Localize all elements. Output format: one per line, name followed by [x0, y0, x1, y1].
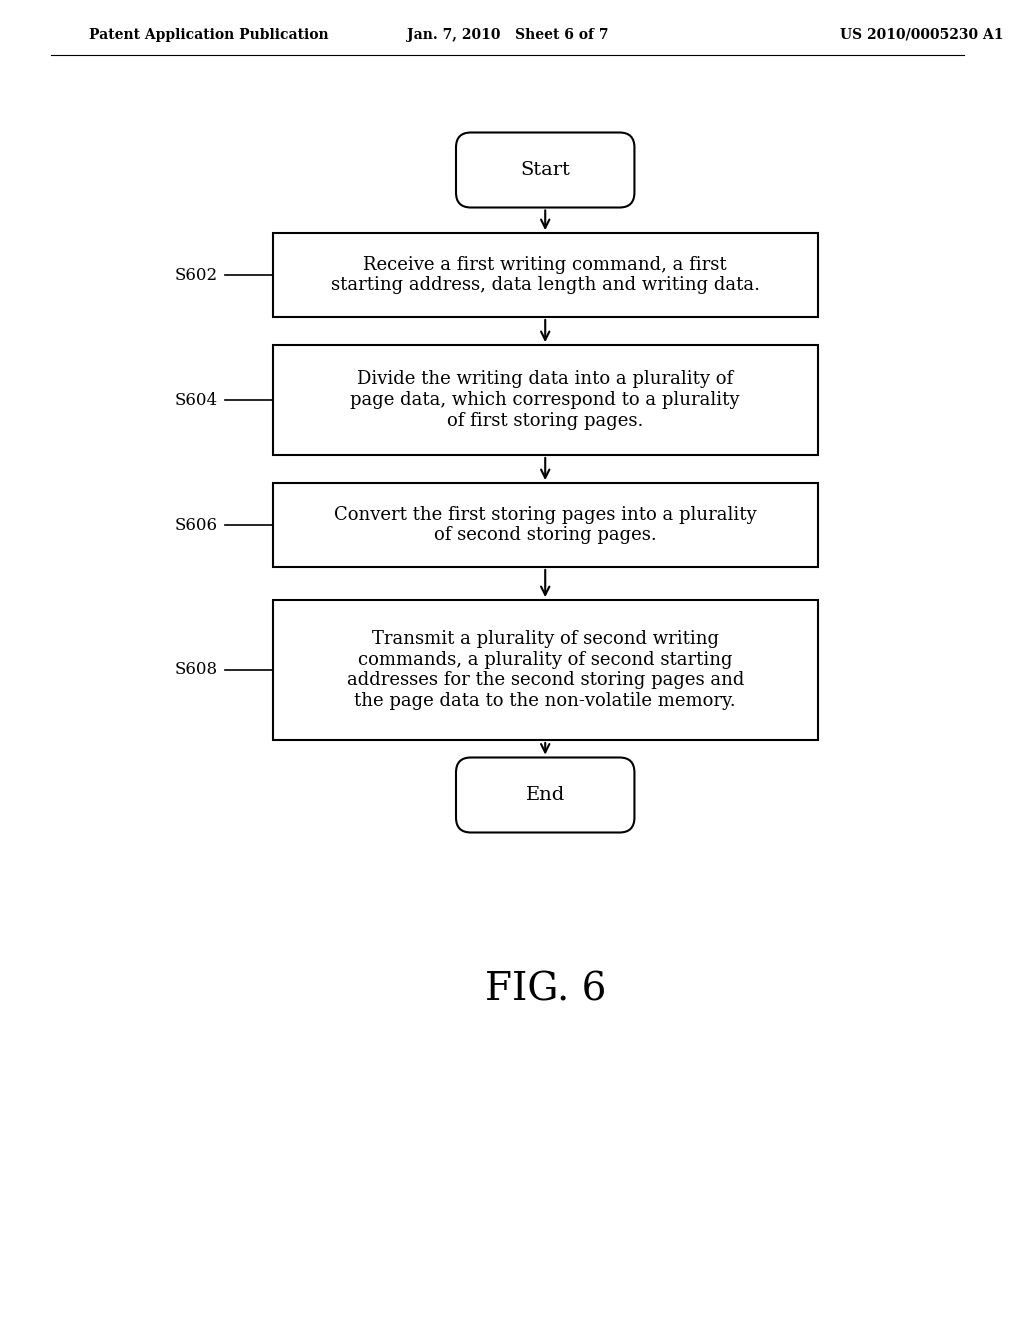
- Text: S608: S608: [175, 661, 218, 678]
- Text: Jan. 7, 2010   Sheet 6 of 7: Jan. 7, 2010 Sheet 6 of 7: [407, 28, 608, 42]
- Text: Receive a first writing command, a first
starting address, data length and writi: Receive a first writing command, a first…: [331, 256, 760, 294]
- FancyBboxPatch shape: [272, 234, 818, 317]
- FancyBboxPatch shape: [272, 483, 818, 568]
- Text: Convert the first storing pages into a plurality
of second storing pages.: Convert the first storing pages into a p…: [334, 506, 757, 544]
- Text: Patent Application Publication: Patent Application Publication: [89, 28, 329, 42]
- Text: Start: Start: [520, 161, 570, 180]
- Text: S606: S606: [175, 516, 218, 533]
- Text: FIG. 6: FIG. 6: [484, 972, 606, 1008]
- FancyBboxPatch shape: [456, 758, 635, 833]
- Text: S604: S604: [175, 392, 218, 408]
- Text: End: End: [525, 785, 565, 804]
- Text: US 2010/0005230 A1: US 2010/0005230 A1: [840, 28, 1004, 42]
- FancyBboxPatch shape: [272, 601, 818, 741]
- FancyBboxPatch shape: [456, 132, 635, 207]
- Text: Transmit a plurality of second writing
commands, a plurality of second starting
: Transmit a plurality of second writing c…: [346, 630, 743, 710]
- Text: S602: S602: [175, 267, 218, 284]
- Text: Divide the writing data into a plurality of
page data, which correspond to a plu: Divide the writing data into a plurality…: [350, 370, 740, 430]
- FancyBboxPatch shape: [272, 345, 818, 455]
